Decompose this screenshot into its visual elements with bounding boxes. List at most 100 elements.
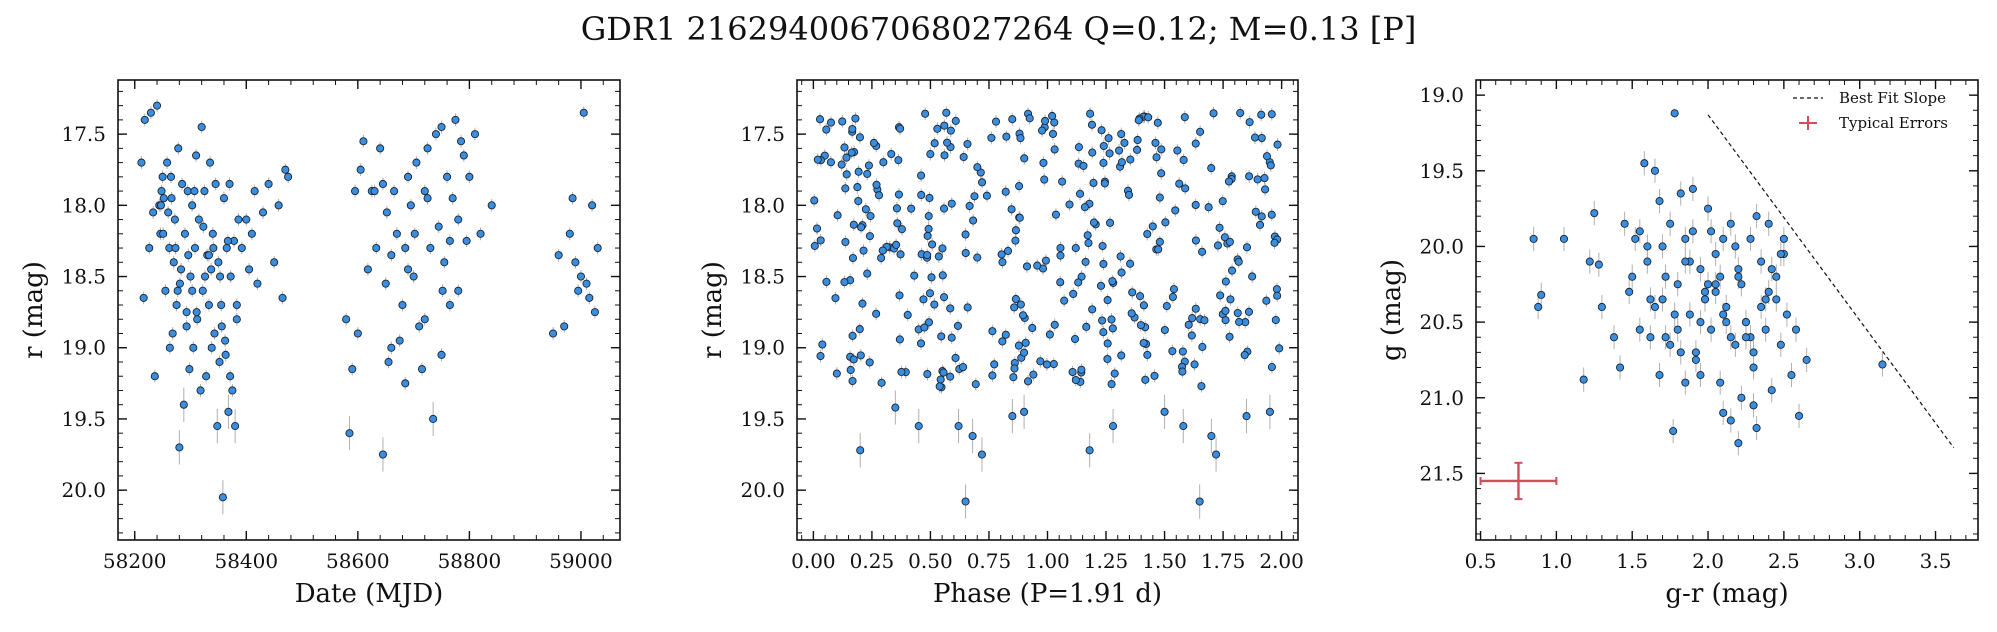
data-point: [237, 243, 246, 253]
data-point: [1144, 113, 1153, 122]
data-point: [1080, 203, 1089, 212]
data-point: [878, 246, 887, 255]
data-point: [1707, 325, 1716, 334]
data-point: [1187, 331, 1196, 340]
data-point: [211, 179, 220, 189]
data-point: [1097, 126, 1106, 135]
data-point: [1655, 371, 1664, 380]
data-point: [1179, 155, 1188, 165]
data-point: [242, 215, 251, 224]
data-point: [1143, 350, 1152, 359]
data-point: [861, 205, 870, 214]
data-point: [189, 343, 198, 352]
data-point: [1010, 303, 1019, 312]
data-point: [963, 303, 972, 312]
data-point: [1152, 153, 1161, 162]
y-tick-label: 20.0: [61, 478, 106, 502]
data-point: [351, 187, 360, 196]
data-point: [1635, 227, 1644, 236]
data-point: [1597, 302, 1606, 312]
data-point: [1051, 210, 1060, 219]
data-point: [174, 144, 183, 153]
data-point: [1700, 287, 1710, 296]
data-point: [954, 422, 963, 431]
data-point: [1160, 407, 1169, 416]
data-point: [139, 293, 148, 302]
data-point: [1752, 212, 1761, 221]
data-point: [858, 299, 867, 308]
data-point: [892, 240, 901, 249]
data-point: [1260, 174, 1269, 183]
data-point: [874, 191, 884, 200]
data-points: [810, 108, 1284, 506]
data-point: [961, 230, 970, 239]
data-point: [1056, 251, 1065, 260]
data-point: [1079, 161, 1088, 170]
y-tick-label: 18.0: [61, 193, 106, 217]
data-point: [1058, 177, 1067, 186]
data-point: [208, 229, 217, 238]
data-point: [938, 271, 947, 280]
data-point: [1184, 320, 1193, 329]
x-tick-label: 2.0: [1692, 549, 1724, 573]
data-point: [1016, 300, 1025, 309]
data-point: [210, 329, 219, 338]
data-point: [1045, 330, 1054, 339]
data-point: [193, 315, 202, 324]
data-point: [1191, 200, 1200, 210]
data-point: [157, 187, 166, 196]
data-point: [1099, 142, 1108, 151]
data-point: [1764, 287, 1773, 296]
data-point: [1120, 138, 1129, 147]
data-point: [877, 378, 886, 387]
data-point: [234, 215, 243, 224]
data-point: [1089, 218, 1098, 227]
data-point: [443, 172, 452, 181]
data-point: [1148, 222, 1157, 231]
data-point: [190, 243, 200, 253]
data-point: [1218, 197, 1227, 206]
data-point: [1099, 158, 1108, 167]
data-point: [1099, 328, 1108, 337]
data-point: [1267, 110, 1276, 119]
data-point: [1108, 277, 1117, 286]
data-point: [1069, 289, 1078, 298]
data-point: [1628, 272, 1637, 281]
data-point: [863, 169, 872, 178]
data-point: [1716, 378, 1725, 387]
data-point: [1098, 241, 1107, 251]
data-point: [1734, 272, 1743, 281]
data-point: [939, 204, 949, 213]
data-point: [837, 160, 846, 169]
data-point: [832, 369, 841, 378]
data-point: [169, 258, 178, 267]
data-point: [1609, 333, 1619, 342]
data-point: [456, 137, 466, 146]
data-point: [1021, 338, 1030, 347]
data-point: [987, 133, 996, 142]
data-point: [1195, 497, 1204, 506]
data-point: [1670, 310, 1679, 319]
data-point: [395, 336, 404, 345]
data-point: [848, 124, 857, 134]
x-tick-label: 2.00: [1259, 549, 1304, 573]
data-point: [175, 443, 184, 452]
data-point: [1036, 357, 1045, 366]
data-point: [167, 194, 176, 203]
data-point: [1734, 265, 1743, 274]
data-point: [1741, 333, 1751, 342]
data-point: [284, 172, 293, 181]
data-point: [818, 340, 827, 349]
data-point: [1086, 109, 1095, 118]
data-point: [1023, 377, 1033, 386]
data-point: [887, 149, 896, 159]
data-point: [1802, 355, 1811, 364]
data-point: [938, 244, 947, 253]
data-point: [571, 258, 580, 267]
data-point: [146, 108, 155, 117]
data-point: [1640, 159, 1649, 168]
data-point: [863, 269, 872, 278]
data-point: [1029, 370, 1038, 379]
data-point: [920, 323, 929, 332]
y-tick-label: 19.5: [61, 407, 106, 431]
